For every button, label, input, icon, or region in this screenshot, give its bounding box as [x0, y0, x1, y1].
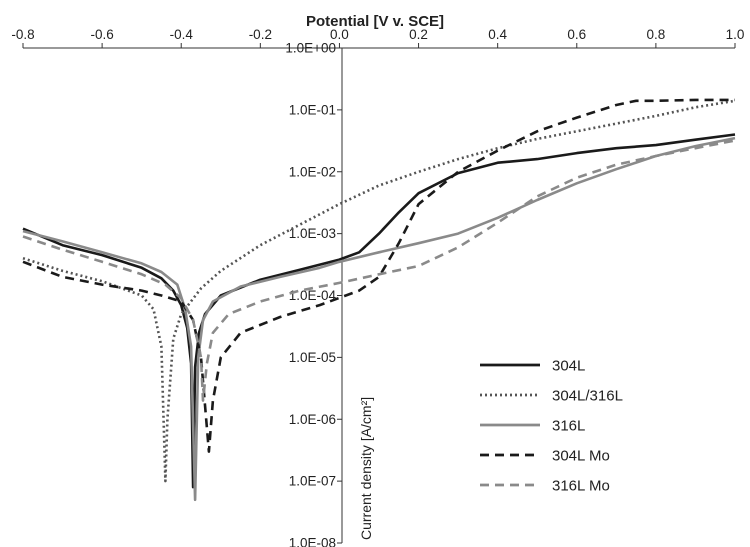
x-tick-label: -0.6 — [90, 27, 113, 42]
series-line-316l — [22, 136, 736, 502]
y-tick-label: 1.0E-03 — [289, 226, 336, 241]
y-tick-label: 1.0E-07 — [289, 474, 336, 489]
legend-label: 304L Mo — [552, 448, 610, 465]
series-line-316l-mo — [22, 139, 736, 402]
legend-label: 316L — [552, 418, 585, 435]
y-axis-label-group: Current density [A/cm²] — [358, 397, 374, 540]
y-tick-label: 1.0E-02 — [289, 164, 336, 179]
axes: -0.8 -0.6 -0.4 -0.2 0.0 0.2 0.4 0.6 0.8 1.0 1.0E+0… — [11, 27, 744, 547]
y-tick-label: 1.0E-08 — [289, 536, 336, 547]
series-line-304l-316l — [22, 99, 736, 483]
y-axis-label: Current density [A/cm²] — [358, 397, 374, 540]
y-tick-label: 1.0E-01 — [289, 102, 336, 117]
y-tick-label: 1.0E-05 — [289, 350, 336, 365]
y-tick-label: 1.0E+00 — [285, 41, 336, 56]
x-tick-label: -0.2 — [249, 27, 272, 42]
x-tick-label: 0.8 — [646, 27, 665, 42]
legend-label: 304L/316L — [552, 388, 623, 405]
x-tick-label: 0.2 — [409, 27, 428, 42]
y-tick-label: 1.0E-04 — [289, 288, 337, 303]
legend-label: 316L Mo — [552, 478, 610, 495]
y-tick-label: 1.0E-06 — [289, 412, 336, 427]
x-tick-label: 0.0 — [330, 27, 349, 42]
x-tick-label: -0.4 — [170, 27, 194, 42]
x-tick-label: 0.4 — [488, 27, 507, 42]
chart-title: Potential [V v. SCE] — [306, 13, 444, 30]
x-tick-label: 0.6 — [567, 27, 586, 42]
series-line-304l-mo — [22, 98, 735, 453]
x-tick-label: 1.0 — [726, 27, 745, 42]
legend-label: 304L — [552, 358, 585, 375]
series-line-304l — [22, 133, 736, 489]
x-tick-label: -0.8 — [11, 27, 34, 42]
series-layer — [22, 98, 736, 502]
legend: 304L 304L/316L 316L 304L Mo 316L Mo — [480, 358, 623, 495]
